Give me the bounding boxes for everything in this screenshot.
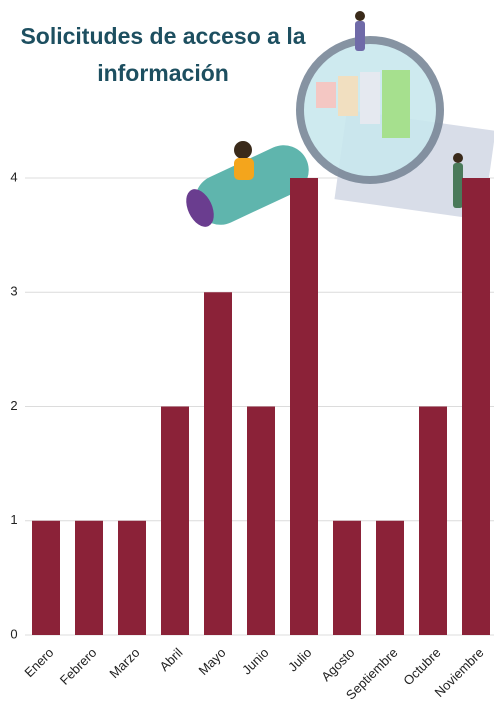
icon-bar — [316, 82, 336, 108]
y-tick-label: 1 — [10, 512, 17, 527]
icon-bar — [360, 72, 380, 124]
telescope — [195, 145, 309, 225]
x-tick-label: Junio — [239, 645, 272, 678]
bar — [32, 520, 60, 635]
x-tick-label: Octubre — [400, 645, 443, 688]
bar — [161, 406, 189, 635]
person — [453, 153, 463, 163]
x-tick-label: Abril — [157, 645, 186, 674]
x-tick-label: Mayo — [195, 645, 228, 678]
x-tick-label: Enero — [21, 645, 56, 680]
telescope-lens — [186, 189, 214, 227]
y-tick-label: 0 — [10, 626, 17, 641]
person — [355, 11, 365, 21]
bar — [290, 178, 318, 635]
chart-title: Solicitudes de acceso a la información — [20, 23, 306, 86]
x-tick-label: Julio — [285, 645, 315, 675]
bar — [376, 520, 404, 635]
bar — [333, 520, 361, 635]
bar — [462, 178, 490, 635]
person — [355, 21, 365, 51]
bar — [75, 520, 103, 635]
x-tick-label: Agosto — [318, 645, 357, 684]
y-tick-label: 3 — [10, 284, 17, 299]
person — [234, 158, 254, 180]
y-tick-label: 4 — [10, 169, 17, 184]
bar — [419, 406, 447, 635]
icon-bar — [338, 76, 358, 116]
bar — [247, 406, 275, 635]
bar — [118, 520, 146, 635]
x-tick-label: Marzo — [106, 645, 142, 681]
bar — [204, 292, 232, 635]
icon-bar — [382, 70, 410, 138]
illustration — [186, 11, 494, 227]
person — [453, 163, 463, 208]
y-tick-label: 2 — [10, 398, 17, 413]
x-tick-label: Febrero — [57, 645, 100, 688]
person — [234, 141, 252, 159]
